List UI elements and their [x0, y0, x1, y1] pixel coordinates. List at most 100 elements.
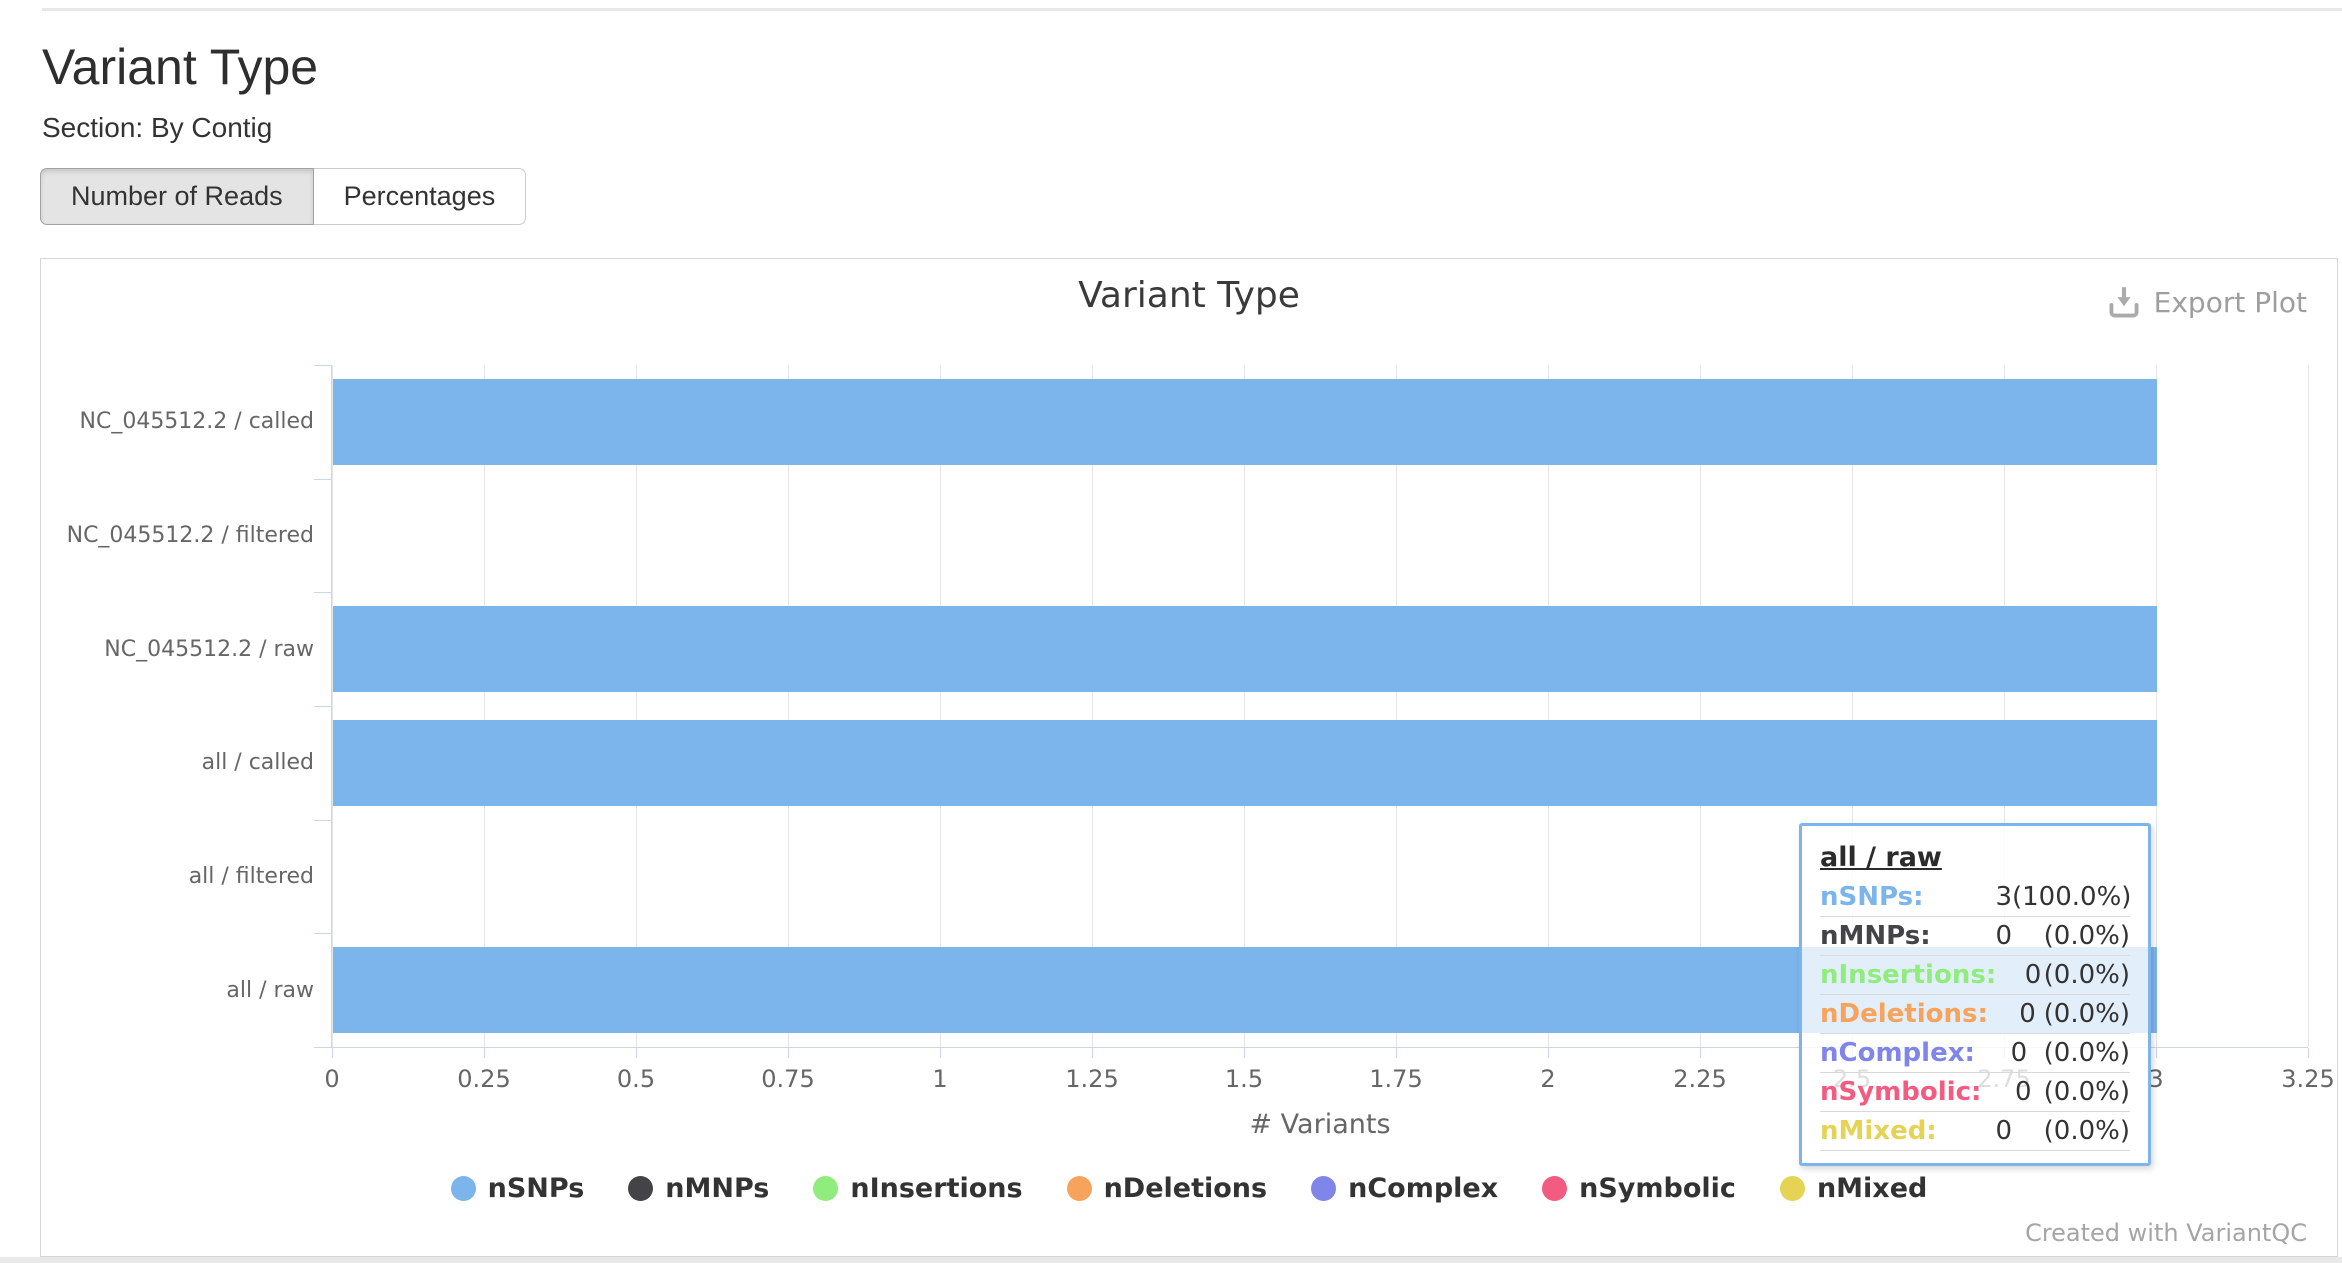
legend-marker-icon	[813, 1176, 839, 1201]
tooltip-series-percent: (0.0%)	[2043, 921, 2130, 951]
tooltip-rows: nSNPs: 3 (100.0%) nMNPs: 0 (0.0%) nInsertions:…	[1820, 878, 2132, 1151]
bar[interactable]	[333, 378, 2157, 465]
y-axis-line	[331, 365, 332, 1048]
tooltip-series-label: nDeletions:	[1820, 999, 1988, 1029]
legend-item[interactable]: nSymbolic	[1542, 1173, 1736, 1204]
legend: nSNPs nMNPs nInsertions nDeletions nComplex n…	[41, 1173, 2337, 1204]
x-axis-tick	[1092, 1048, 1093, 1058]
x-axis-tick-label: 0.75	[761, 1065, 815, 1093]
legend-label: nMNPs	[665, 1173, 770, 1204]
tooltip-series-percent: (0.0%)	[2043, 1116, 2130, 1146]
export-plot-button[interactable]: Export Plot	[2106, 285, 2307, 319]
tooltip-series-percent: (0.0%)	[2043, 1038, 2130, 1068]
tooltip-series-label: nMNPs:	[1820, 921, 1931, 951]
tooltip-series-value: 0	[2019, 999, 2036, 1029]
x-axis-tick-label: 2	[1540, 1065, 1556, 1093]
x-axis-tick	[940, 1048, 941, 1058]
gridline	[788, 365, 789, 1047]
legend-item[interactable]: nSNPs	[450, 1173, 585, 1204]
y-axis-tick	[314, 819, 331, 821]
chart-title: Variant Type	[1078, 275, 1300, 316]
legend-label: nSymbolic	[1579, 1173, 1736, 1204]
x-axis-tick-label: 1.25	[1065, 1065, 1119, 1093]
percentages-button[interactable]: Percentages	[312, 168, 527, 225]
x-axis-tick	[1548, 1048, 1549, 1058]
x-axis-tick	[788, 1048, 789, 1058]
number-of-reads-button[interactable]: Number of Reads	[40, 168, 314, 225]
legend-marker-icon	[1311, 1176, 1337, 1201]
download-icon	[2109, 287, 2139, 318]
plot-area: 00.250.50.7511.251.51.7522.252.52.7533.2…	[67, 365, 2335, 1093]
x-axis-tick-label: 0	[324, 1065, 340, 1093]
tooltip-series-label: nSNPs:	[1820, 882, 1924, 912]
tooltip-row: nInsertions: 0 (0.0%)	[1820, 956, 2130, 995]
tooltip-series-percent: (100.0%)	[2012, 882, 2132, 912]
tooltip-series-value: 0	[1995, 921, 2012, 951]
view-toggle-group: Number of Reads Percentages	[40, 168, 527, 225]
x-axis-line	[332, 1047, 2308, 1048]
y-axis-tick	[314, 706, 331, 707]
gridline	[484, 365, 485, 1047]
credit-text: Created with VariantQC	[2025, 1219, 2307, 1247]
tooltip-series-label: nSymbolic:	[1820, 1077, 1982, 1107]
bar[interactable]	[333, 606, 2157, 693]
gridline	[2308, 365, 2309, 1047]
category-label: all / called	[201, 750, 314, 776]
x-axis-tick	[636, 1048, 637, 1058]
tooltip-series-value: 0	[1995, 1116, 2012, 1146]
legend-item[interactable]: nMixed	[1779, 1173, 1927, 1204]
tooltip-row: nMixed: 0 (0.0%)	[1820, 1112, 2130, 1151]
legend-marker-icon	[1066, 1176, 1092, 1201]
category-label: NC_045512.2 / called	[79, 409, 315, 435]
x-axis-tick	[1244, 1048, 1245, 1058]
category-label: NC_045512.2 / raw	[104, 636, 314, 662]
tooltip-series-label: nInsertions:	[1820, 960, 1997, 990]
x-axis-tick	[2308, 1048, 2309, 1058]
x-axis-title: # Variants	[1249, 1109, 1391, 1140]
legend-item[interactable]: nDeletions	[1066, 1173, 1267, 1204]
tooltip-row: nSymbolic: 0 (0.0%)	[1820, 1073, 2130, 1112]
gridline	[1700, 365, 1701, 1047]
x-axis-tick-label: 3	[2148, 1065, 2164, 1093]
tooltip-series-value: 0	[2024, 960, 2042, 990]
x-axis-tick-label: 3.25	[2281, 1065, 2335, 1093]
legend-label: nSNPs	[487, 1173, 585, 1204]
x-axis-tick-label: 1	[932, 1065, 948, 1093]
tooltip-row: nDeletions: 0 (0.0%)	[1820, 995, 2130, 1034]
x-axis-tick	[1700, 1048, 1701, 1058]
tooltip-series-label: nComplex:	[1820, 1038, 1975, 1068]
gridline	[332, 365, 333, 1047]
tooltip-row: nSNPs: 3 (100.0%)	[1820, 878, 2132, 917]
chart-panel: Variant Type Export Plot 0 0.25 0.5 0.75 1 1.…	[40, 258, 2338, 1257]
category-label: all / filtered	[188, 863, 314, 889]
y-axis-tick	[314, 933, 331, 935]
page-title: Variant Type	[42, 39, 319, 95]
gridline	[940, 365, 941, 1047]
legend-label: nComplex	[1348, 1173, 1499, 1204]
tooltip-series-value: 0	[2014, 1077, 2032, 1107]
tooltip-header: all / raw	[1820, 841, 1942, 873]
x-axis-tick-label: 2.25	[1673, 1065, 1727, 1093]
tooltip-series-percent: (0.0%)	[2043, 999, 2130, 1029]
gridline	[1092, 365, 1093, 1047]
tooltip-series-value: 0	[2010, 1038, 2028, 1068]
x-axis-tick-label: 0.25	[457, 1065, 511, 1093]
gridline	[2004, 365, 2005, 1047]
tooltip: all / raw nSNPs: 3 (100.0%) nMNPs: 0 (0.0%) nI…	[1799, 823, 2151, 1166]
tooltip-series-percent: (0.0%)	[2043, 1077, 2130, 1107]
gridline	[1548, 365, 1549, 1047]
tooltip-row: nMNPs: 0 (0.0%)	[1820, 917, 2130, 956]
x-axis-tick-label: 0.5	[616, 1065, 656, 1093]
bottom-strip	[0, 1257, 2342, 1263]
legend-item[interactable]: nMNPs	[628, 1173, 769, 1204]
x-axis-tick	[484, 1048, 485, 1058]
y-axis-tick	[314, 1047, 331, 1048]
y-axis-tick	[314, 592, 331, 594]
legend-item[interactable]: nComplex	[1311, 1173, 1498, 1204]
y-axis-tick	[314, 365, 331, 366]
top-divider	[42, 8, 2342, 11]
legend-marker-icon	[1542, 1176, 1568, 1201]
bar[interactable]	[333, 719, 2157, 806]
legend-item[interactable]: nInsertions	[813, 1173, 1023, 1204]
